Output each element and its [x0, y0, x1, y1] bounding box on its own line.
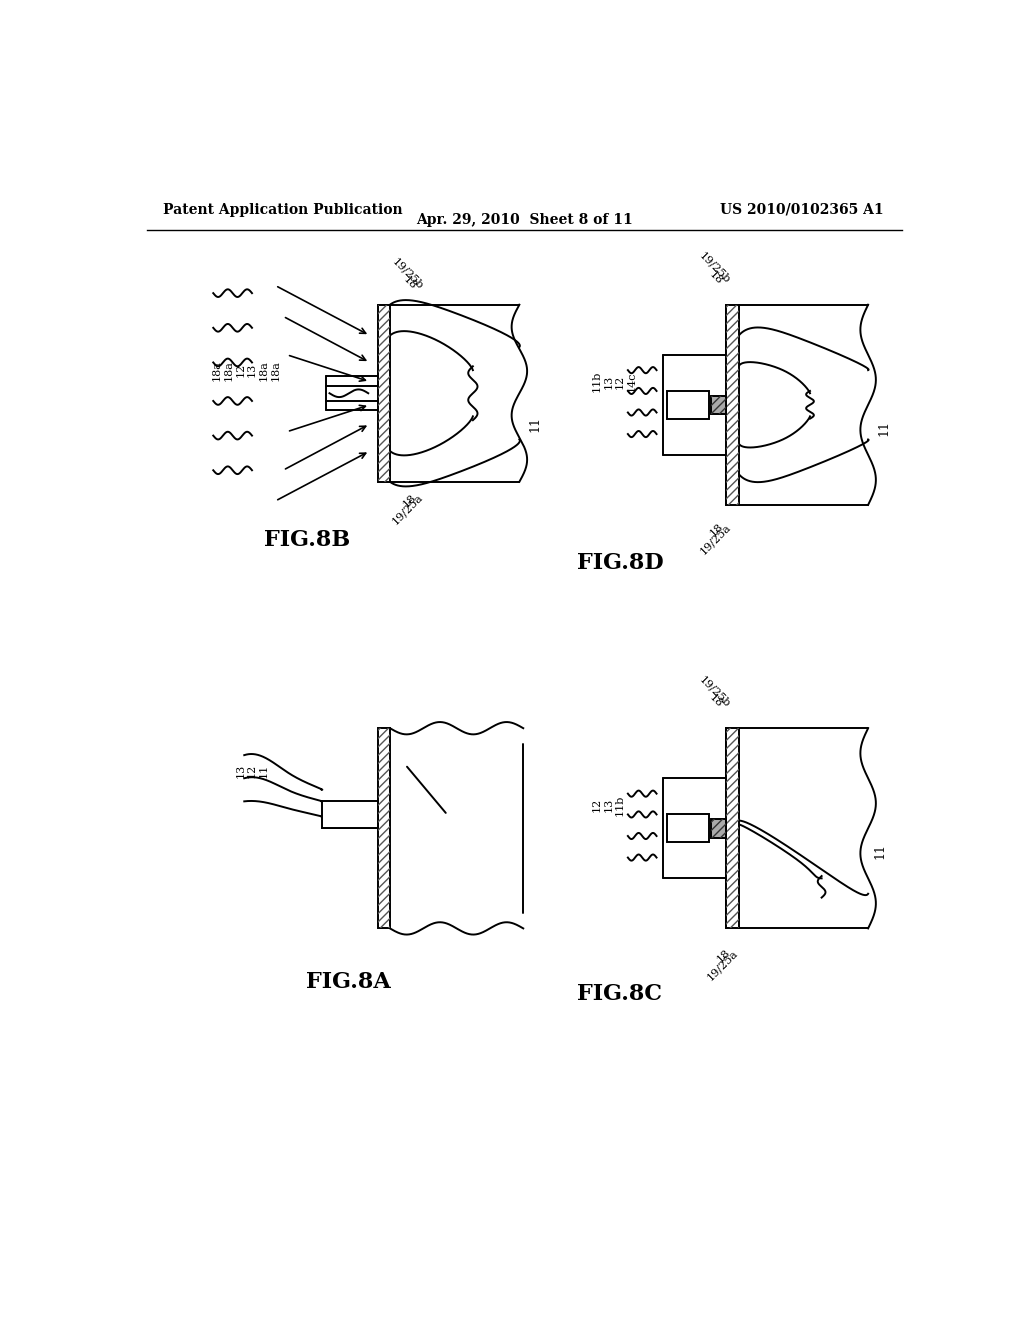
- Text: 11b: 11b: [592, 371, 602, 392]
- Bar: [726, 729, 738, 928]
- Text: FIG.8D: FIG.8D: [578, 552, 665, 574]
- Text: FIG.8B: FIG.8B: [263, 528, 350, 550]
- Text: 18: 18: [708, 521, 725, 539]
- Text: 14c: 14c: [627, 371, 637, 392]
- Text: FIG.8A: FIG.8A: [306, 972, 391, 994]
- Bar: [322, 801, 378, 829]
- Text: 18a: 18a: [224, 360, 233, 380]
- Text: FIG.8C: FIG.8C: [578, 983, 663, 1005]
- Bar: [726, 305, 738, 506]
- Text: 18: 18: [400, 492, 418, 510]
- Bar: [726, 305, 738, 506]
- Bar: [667, 391, 710, 418]
- Text: 18a: 18a: [212, 360, 222, 380]
- Bar: [726, 729, 738, 928]
- Text: 12: 12: [592, 799, 602, 812]
- Bar: [378, 729, 390, 928]
- Text: 19/25b: 19/25b: [697, 673, 732, 709]
- Bar: [667, 814, 710, 842]
- Bar: [711, 396, 726, 414]
- Bar: [378, 729, 390, 928]
- Text: 18: 18: [708, 269, 725, 286]
- Text: 11: 11: [259, 763, 268, 777]
- Text: 13: 13: [603, 375, 613, 389]
- Text: 13: 13: [603, 799, 613, 812]
- Text: Patent Application Publication: Patent Application Publication: [163, 203, 402, 216]
- Bar: [378, 305, 390, 482]
- Text: 19/25a: 19/25a: [697, 523, 732, 557]
- Text: 11: 11: [878, 420, 890, 436]
- Text: Apr. 29, 2010  Sheet 8 of 11: Apr. 29, 2010 Sheet 8 of 11: [417, 213, 633, 227]
- Bar: [378, 305, 390, 482]
- Text: 12: 12: [247, 763, 257, 777]
- Text: 18: 18: [716, 948, 732, 965]
- Text: US 2010/0102365 A1: US 2010/0102365 A1: [721, 203, 884, 216]
- Text: 13: 13: [247, 363, 257, 378]
- Text: 18a: 18a: [270, 360, 281, 380]
- Text: 19/25a: 19/25a: [706, 948, 740, 982]
- Text: 19/25b: 19/25b: [697, 251, 732, 285]
- Text: 11b: 11b: [615, 795, 625, 816]
- Text: 12: 12: [236, 363, 246, 378]
- Text: 13: 13: [236, 763, 246, 777]
- Bar: [711, 396, 726, 414]
- Bar: [711, 818, 726, 838]
- Bar: [711, 818, 726, 838]
- Text: 19/25a: 19/25a: [390, 491, 425, 527]
- Text: 19/25b: 19/25b: [390, 256, 425, 292]
- Text: 11: 11: [873, 843, 886, 859]
- Text: 18a: 18a: [259, 360, 268, 380]
- Text: 11: 11: [528, 416, 542, 432]
- Text: 18: 18: [708, 693, 725, 710]
- Text: 12: 12: [615, 375, 625, 389]
- Text: 18: 18: [400, 275, 418, 292]
